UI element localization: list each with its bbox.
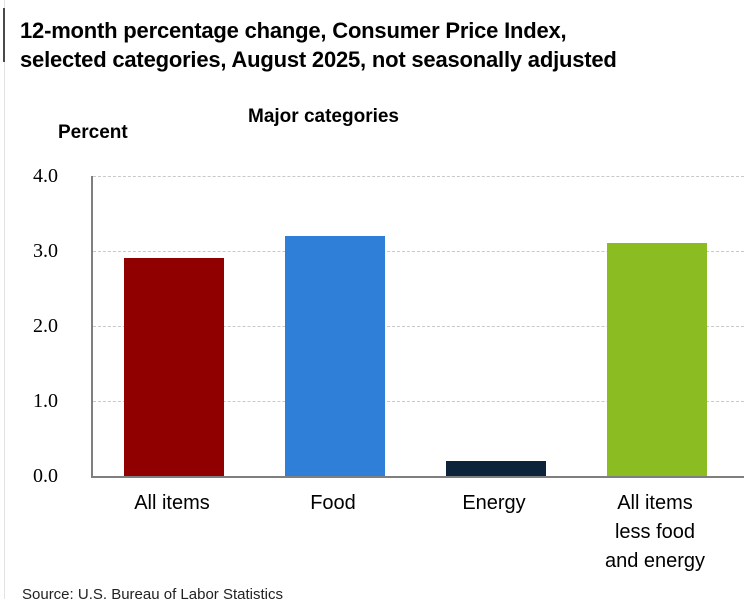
window-left-edge-segment [3,8,5,62]
x-label-all-items: All items [134,492,210,514]
gridline-3 [93,251,744,252]
bar-energy[interactable] [446,461,546,476]
gridline-2 [93,326,744,327]
y-tick-label-4.0: 4.0 [33,165,58,187]
bar-all-items[interactable] [124,258,224,476]
y-axis-title: Percent [58,122,128,143]
chart-subtitle: Major categories [248,106,399,127]
chart-title-line1: 12-month percentage change, Consumer Pri… [20,18,567,43]
source-attribution: Source: U.S. Bureau of Labor Statistics [22,586,283,599]
y-tick-label-3.0: 3.0 [33,240,58,262]
window-left-edge [4,0,5,599]
y-axis-ticks: 0.0 1.0 2.0 3.0 4.0 [0,165,58,487]
y-tick-label-0.0: 0.0 [33,465,58,487]
bar-all-items-less-food-and-energy[interactable] [607,243,707,476]
chart-title-line2: selected categories, August 2025, not se… [20,47,617,72]
chart-title: 12-month percentage change, Consumer Pri… [20,16,720,74]
x-label-food: Food [310,492,356,514]
plot-area [91,176,744,478]
x-axis-labels: All items Food Energy All items less food and… [91,489,744,584]
y-tick-label-1.0: 1.0 [33,390,58,412]
x-label-energy: Energy [462,492,526,514]
gridline-4 [93,176,744,177]
x-label-all-items-less-food-and-energy: All items less food and energy [604,492,706,572]
y-tick-label-2.0: 2.0 [33,315,58,337]
bar-food[interactable] [285,236,385,476]
gridline-1 [93,401,744,402]
